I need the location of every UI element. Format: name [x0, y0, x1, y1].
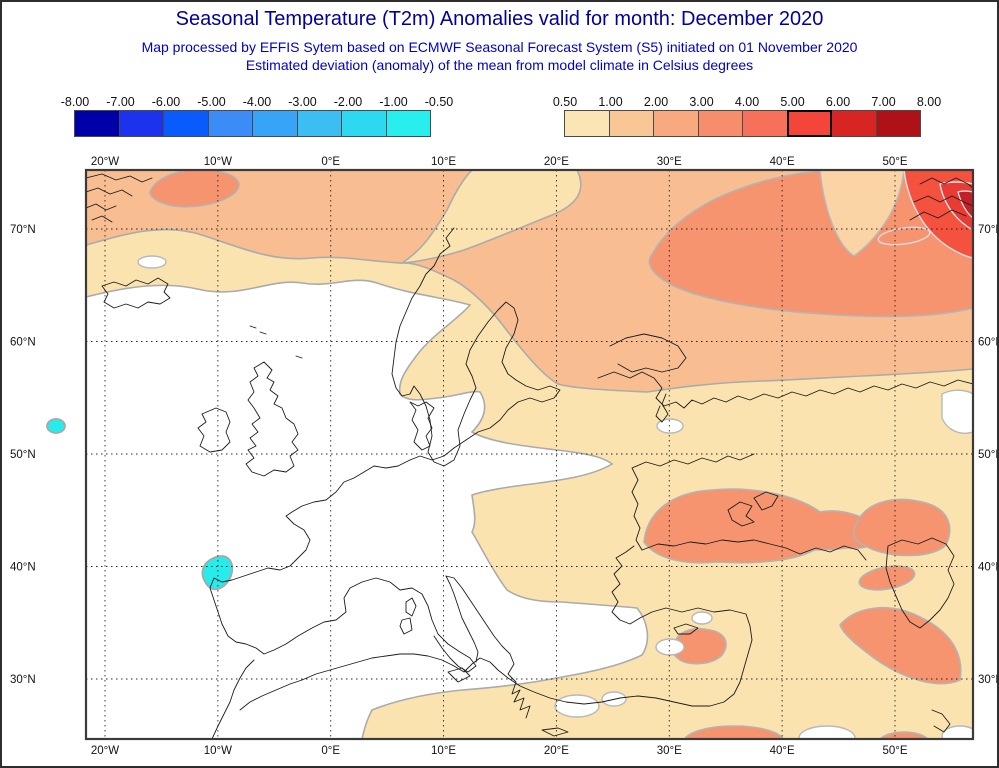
legend-negative-anomaly: -8.00 -7.00 -6.00 -5.00 -4.00 -3.00 -2.00 -1.00…	[61, 95, 454, 139]
lon-tick-top: 0°E	[321, 156, 340, 168]
legend-positive-color-cells	[564, 110, 921, 137]
legend-color-cell	[252, 110, 298, 137]
lon-tick-top: 20°W	[91, 156, 119, 168]
subtitle-units: Estimated deviation (anomaly) of the mea…	[245, 57, 754, 73]
lon-tick-bottom: 10°W	[204, 745, 232, 757]
lat-tick-right: 60°N	[978, 337, 999, 349]
legend-color-cell	[341, 110, 387, 137]
legend-tick-label: 0.50	[552, 95, 578, 109]
lon-tick-bottom: 30°E	[657, 745, 682, 757]
legend-tick-label: 7.00	[871, 95, 896, 109]
lon-tick-bottom: 10°E	[431, 745, 456, 757]
legend-color-cell	[875, 110, 921, 137]
legend-color-cell	[697, 110, 743, 137]
legend-tick-label: -4.00	[242, 95, 272, 109]
anomaly-region-deep-red	[957, 190, 973, 219]
legend-color-cell	[207, 110, 253, 137]
legend-tick-label: -6.00	[151, 95, 181, 109]
legend-tick-label: 1.00	[598, 95, 623, 109]
legend-color-cell	[385, 110, 431, 137]
lon-tick-bottom: 0°E	[321, 745, 340, 757]
legend-color-cell	[118, 110, 164, 137]
lon-tick-top: 20°E	[544, 156, 569, 168]
lat-tick-right: 40°N	[978, 562, 999, 574]
white-patch-azov-north	[656, 418, 684, 434]
lat-tick-left: 60°N	[10, 337, 36, 349]
white-patch-anatolia	[691, 611, 713, 625]
cold-anomaly-spot-atlantic	[46, 418, 66, 434]
lat-tick-left: 70°N	[10, 224, 36, 236]
page-title: Seasonal Temperature (T2m) Anomalies val…	[175, 8, 824, 30]
white-patch-levant	[655, 638, 685, 656]
contour-ring	[877, 226, 931, 246]
lon-tick-top: 10°W	[204, 156, 232, 168]
lat-tick-right: 70°N	[978, 224, 999, 236]
legend-tick-label: 2.00	[643, 95, 669, 109]
legend-negative-tick-labels: -8.00 -7.00 -6.00 -5.00 -4.00 -3.00 -2.00 -1.00…	[61, 95, 454, 110]
lat-tick-left: 30°N	[10, 674, 36, 686]
legend-color-cell	[163, 110, 209, 137]
anomaly-region-neutral-west	[86, 279, 649, 739]
legend-tick-label: -2.00	[333, 95, 363, 109]
legend-tick-label: -1.00	[379, 95, 408, 109]
legend-tick-label: -3.00	[288, 95, 317, 109]
white-patch-right-edge	[941, 389, 973, 434]
legend-tick-label: 6.00	[825, 95, 851, 109]
subtitle-processing: Map processed by EFFIS Sytem based on EC…	[141, 39, 858, 55]
legend-color-cell	[742, 110, 788, 137]
anomaly-region-salmon-zagros	[839, 606, 962, 685]
axis-tick-labels: 20°W 20°W 10°W 10°W 0°E 0°E 10°E 10°E 20°E 20°E 30…	[10, 156, 999, 757]
legend-tick-label: -0.50	[424, 95, 454, 109]
lat-tick-left: 40°N	[10, 562, 36, 574]
lon-tick-bottom: 20°E	[544, 745, 569, 757]
legend-color-cell	[786, 110, 832, 137]
lon-tick-top: 10°E	[431, 156, 456, 168]
legend-positive-anomaly: 0.50 1.00 2.00 3.00 4.00 5.00 6.00 7.00 8.00	[553, 95, 941, 139]
legend-color-cell	[653, 110, 699, 137]
white-patch-jan-mayen	[137, 255, 167, 269]
lon-tick-bottom: 50°E	[882, 745, 907, 757]
legend-negative-color-cells	[74, 110, 431, 137]
europe-anomaly-map: 20°W 20°W 10°W 10°W 0°E 0°E 10°E 10°E 20°E 20°E 30…	[10, 156, 999, 757]
anomaly-region-salmon-azerbaijan	[858, 565, 916, 591]
anomaly-region-salmon-cyprus-south	[672, 628, 727, 665]
lon-tick-top: 30°E	[657, 156, 682, 168]
anomaly-region-salmon-northwest	[149, 170, 240, 208]
cold-anomaly-spot-portugal	[201, 555, 234, 590]
legend-tick-label: 4.00	[734, 95, 760, 109]
anomaly-region-pale-wedge	[819, 170, 905, 257]
legend-color-cell	[296, 110, 342, 137]
lon-tick-top: 50°E	[882, 156, 907, 168]
legend-tick-label: 3.00	[689, 95, 714, 109]
lon-tick-top: 40°E	[770, 156, 795, 168]
anomaly-region-salmon-north-caspian	[852, 498, 951, 557]
legend-color-cell	[564, 110, 610, 137]
lat-tick-right: 30°N	[978, 674, 999, 686]
legend-tick-label: 8.00	[916, 95, 942, 109]
legend-color-cell	[608, 110, 654, 137]
legend-tick-label: -8.00	[60, 95, 90, 109]
legend-color-cell	[74, 110, 120, 137]
legend-tick-label: 5.00	[780, 95, 805, 109]
legend-color-cell	[831, 110, 877, 137]
legend-tick-label: -7.00	[106, 95, 135, 109]
coastlines	[86, 173, 973, 739]
lat-tick-right: 50°N	[978, 449, 999, 461]
anomaly-region-salmon-south-2	[879, 731, 929, 739]
legend-positive-tick-labels: 0.50 1.00 2.00 3.00 4.00 5.00 6.00 7.00 8.00	[553, 95, 941, 110]
map-frame	[84, 168, 975, 741]
white-patch-persian-gulf	[941, 725, 973, 739]
lat-tick-left: 50°N	[10, 449, 36, 461]
map-canvas: 20°W 20°W 10°W 10°W 0°E 0°E 10°E 10°E 20°E 20°E 30…	[2, 150, 999, 766]
legend-tick-label: -5.00	[197, 95, 226, 109]
white-patch-libya-1	[554, 694, 600, 718]
lon-tick-bottom: 20°W	[91, 745, 119, 757]
anomaly-region-salmon-south-1	[683, 725, 785, 739]
lon-tick-bottom: 40°E	[770, 745, 795, 757]
